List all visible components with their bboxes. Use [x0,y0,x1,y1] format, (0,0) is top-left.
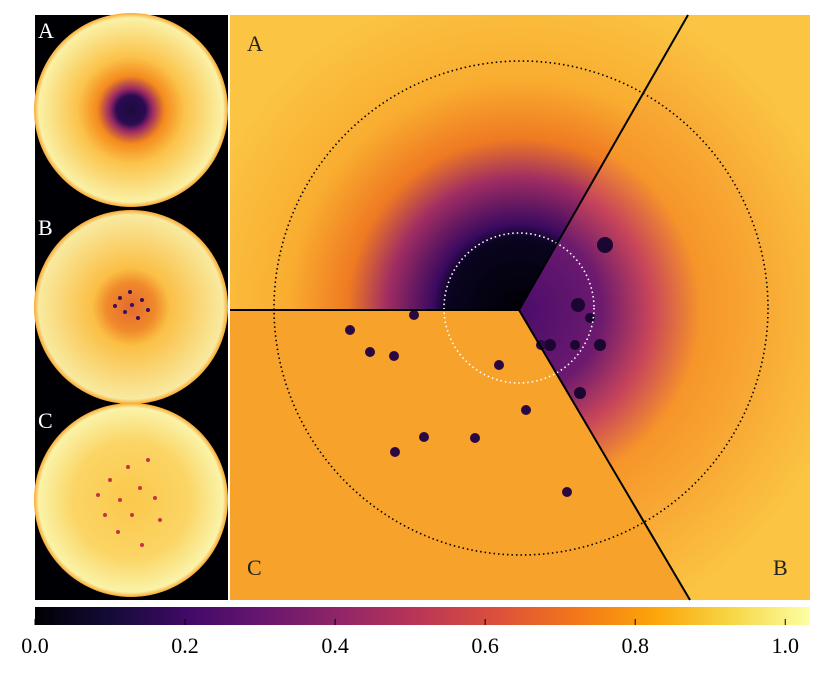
vortex-cluster [113,290,150,320]
vortex-dots [345,310,572,497]
vortex-dots [96,458,162,547]
sector-label: B [773,555,788,580]
colorbar-tick-label: 0.8 [621,633,649,658]
colorbar [35,607,810,625]
colorbar-tick-label: 1.0 [771,633,799,658]
inner-circle [443,232,595,384]
panel-label: A [38,18,54,43]
vortex-cluster [544,237,613,399]
panel-c [34,403,228,597]
panel-b [34,210,228,404]
outer-circle [273,60,769,556]
colorbar-tick-label: 0.6 [471,633,499,658]
colorbar-tick-label: 0.4 [321,633,349,658]
colorbar-tick-label: 0.0 [21,633,49,658]
colorbar-tick-label: 0.2 [171,633,199,658]
sector-label: C [247,555,262,580]
panel-label: C [38,408,53,433]
panel-label: B [38,215,53,240]
sector-lines [230,14,691,601]
sector-label: A [247,31,263,56]
panel-a [34,13,228,207]
